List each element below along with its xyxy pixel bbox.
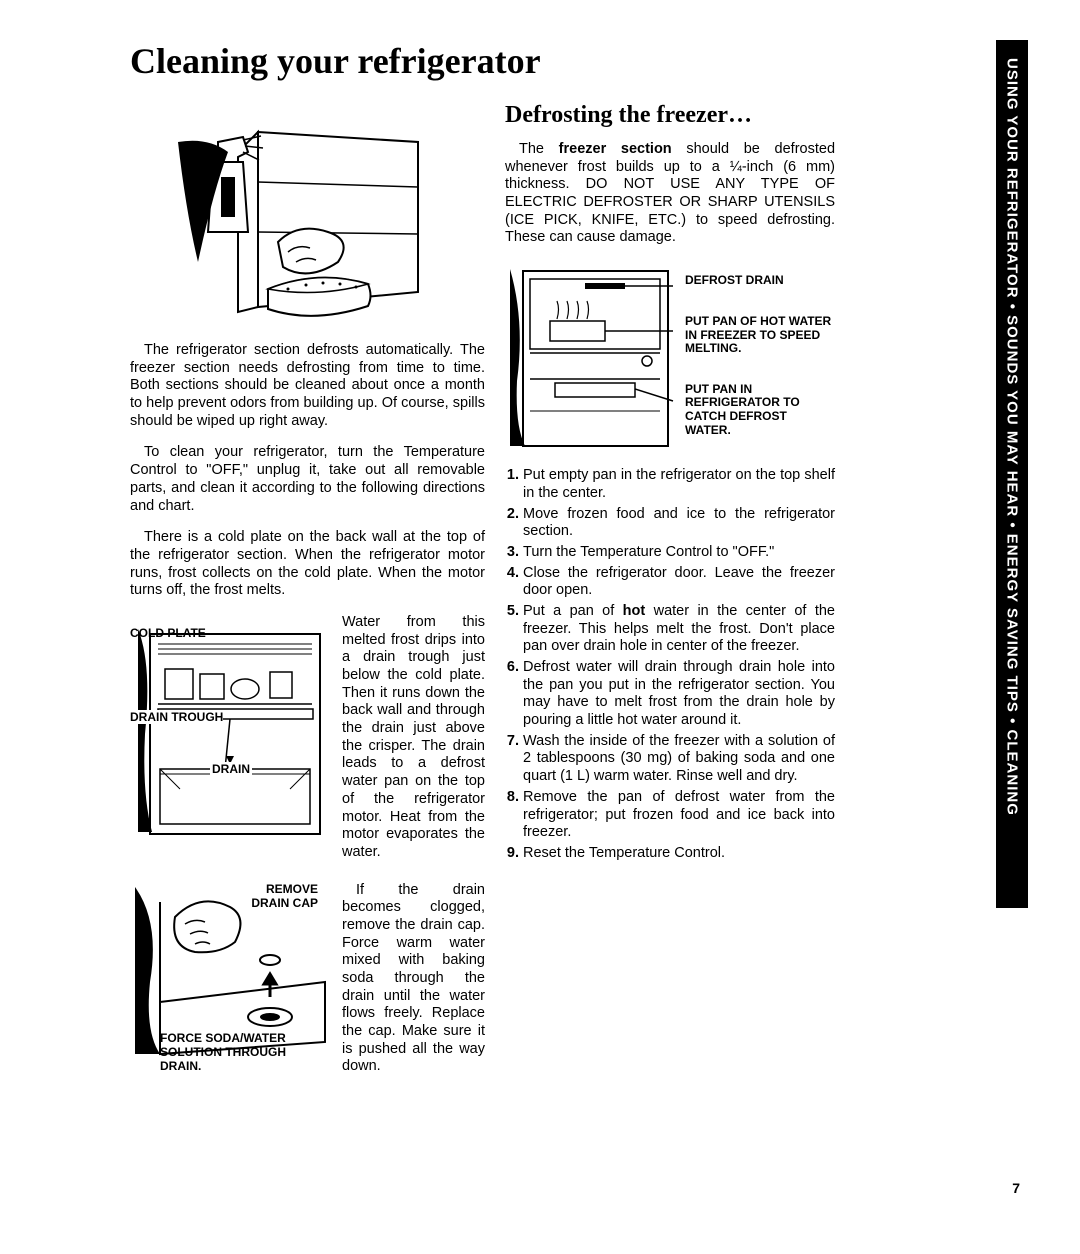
catch-pan-label: PUT PAN IN REFRIGERATOR TO CATCH DEFROST…	[685, 383, 835, 438]
defrost-intro: The freezer section should be defrosted …	[505, 141, 835, 247]
defrost-drain-label: DEFROST DRAIN	[685, 274, 835, 288]
side-tab: USING YOUR REFRIGERATOR • SOUNDS YOU MAY…	[996, 40, 1028, 908]
drain-label: DRAIN	[210, 762, 252, 776]
cold-plate-label: COLD PLATE	[130, 626, 206, 640]
page-title: Cleaning your refrigerator	[130, 40, 950, 82]
defrost-steps: Put empty pan in the refrigerator on the…	[505, 467, 835, 862]
defrost-step: Reset the Temperature Control.	[523, 845, 835, 863]
intro-para-1: The refrigerator section defrosts automa…	[130, 342, 485, 430]
right-column: Defrosting the freezer… The freezer sect…	[505, 102, 835, 1096]
hot-water-pan-label: PUT PAN OF HOT WATER IN FREEZER TO SPEED…	[685, 315, 835, 356]
defrost-subtitle: Defrosting the freezer…	[505, 102, 835, 129]
defrost-step: Close the refrigerator door. Leave the f…	[523, 565, 835, 600]
cold-plate-text: Water from this melted frost drips into …	[342, 614, 485, 862]
cold-plate-diagram: COLD PLATE DRAIN TROUGH DRAIN Water from…	[130, 614, 485, 862]
intro-para-2: To clean your refrigerator, turn the Tem…	[130, 444, 485, 515]
cleaning-illustration	[168, 112, 448, 322]
defrost-step: Put empty pan in the refrigerator on the…	[523, 467, 835, 502]
defrost-step: Remove the pan of defrost water from the…	[523, 789, 835, 842]
defrost-step: Turn the Temperature Control to "OFF."	[523, 544, 835, 562]
force-soda-label: FORCE SODA/WATER SOLUTION THROUGH DRAIN.	[160, 1031, 320, 1073]
drain-cap-text: If the drain becomes clogged, remove the…	[342, 882, 485, 1077]
left-column: The refrigerator section defrosts automa…	[130, 102, 485, 1096]
remove-drain-cap-label: REMOVE DRAIN CAP	[238, 882, 318, 910]
page-number: 7	[1012, 1180, 1020, 1196]
freezer-diagram: DEFROST DRAIN PUT PAN OF HOT WATER IN FR…	[505, 261, 835, 451]
drain-trough-label: DRAIN TROUGH	[130, 710, 223, 724]
intro-para-3: There is a cold plate on the back wall a…	[130, 529, 485, 600]
defrost-step: Defrost water will drain through drain h…	[523, 659, 835, 730]
defrost-step: Put a pan of hot water in the center of …	[523, 603, 835, 656]
defrost-step: Wash the inside of the freezer with a so…	[523, 733, 835, 786]
defrost-step: Move frozen food and ice to the refriger…	[523, 506, 835, 541]
drain-cap-diagram: REMOVE DRAIN CAP FORCE SODA/WATER SOLUTI…	[130, 882, 485, 1077]
